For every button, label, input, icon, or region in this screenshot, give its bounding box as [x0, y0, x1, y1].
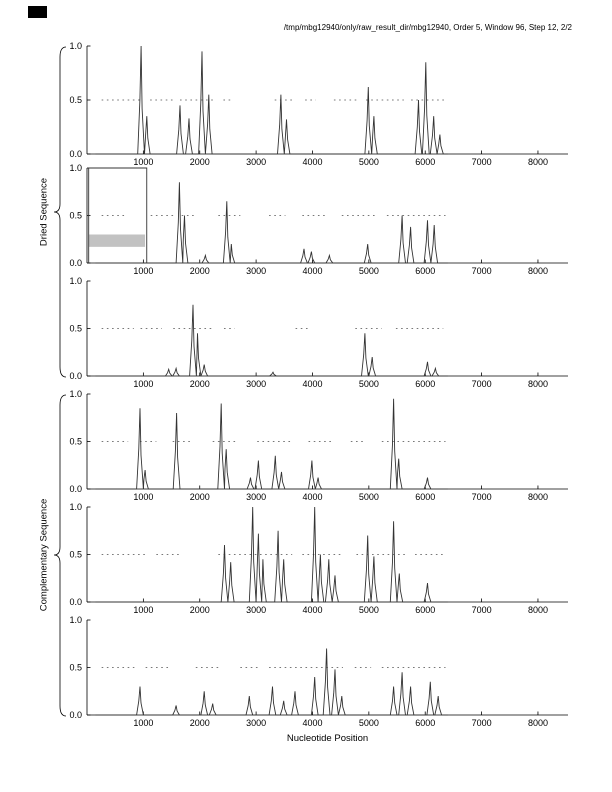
y-tick-label: 0.5 [69, 663, 82, 673]
x-tick-label: 8000 [528, 492, 548, 502]
x-tick-label: 4000 [302, 492, 322, 502]
x-tick-label: 2000 [190, 492, 210, 502]
subplot-complementary-1: 1000 2000 3000 4000 5000 6000 7000 8000 0.0 0.5 1.… [69, 389, 568, 502]
x-tick-label: 4000 [302, 266, 322, 276]
x-tick-label: 7000 [472, 492, 492, 502]
y-tick-label: 0.0 [69, 149, 82, 159]
signal-line [95, 506, 448, 603]
y-tick-label: 1.0 [69, 163, 82, 173]
x-tick-label: 6000 [415, 605, 435, 615]
x-tick-label: 7000 [472, 605, 492, 615]
x-tick-label: 2000 [190, 266, 210, 276]
subplot-complementary-2: 1000 2000 3000 4000 5000 6000 7000 8000 0.0 0.5 1.… [69, 502, 568, 615]
x-tick-label: 8000 [528, 157, 548, 167]
x-tick-label: 6000 [415, 266, 435, 276]
x-tick-label: 3000 [246, 266, 266, 276]
window-gray-bar [88, 234, 146, 247]
subplot-dried-1: 1000 2000 3000 4000 5000 6000 7000 8000 0.0 0.5 1.… [69, 41, 568, 167]
x-tick-label: 5000 [359, 266, 379, 276]
x-tick-label: 7000 [472, 379, 492, 389]
subplot-dried-2: 1000 2000 3000 4000 5000 6000 7000 8000 0.0 0.5 1.… [69, 163, 568, 276]
x-tick-label: 1000 [133, 157, 153, 167]
x-tick-label: 8000 [528, 605, 548, 615]
x-tick-label: 1000 [133, 718, 153, 728]
x-tick-label: 4000 [302, 379, 322, 389]
signal-line [95, 304, 448, 377]
y-tick-label: 0.0 [69, 258, 82, 268]
x-tick-label: 5000 [359, 718, 379, 728]
x-tick-label: 1000 [133, 605, 153, 615]
x-tick-label: 3000 [246, 157, 266, 167]
y-tick-label: 0.5 [69, 95, 82, 105]
y-tick-label: 0.0 [69, 484, 82, 494]
x-tick-label: 7000 [472, 157, 492, 167]
y-tick-label: 0.5 [69, 324, 82, 334]
x-tick-label: 5000 [359, 605, 379, 615]
y-tick-label: 0.5 [69, 437, 82, 447]
x-tick-label: 3000 [246, 718, 266, 728]
corner-mark [28, 6, 47, 18]
x-tick-label: 5000 [359, 157, 379, 167]
x-tick-label: 2000 [190, 605, 210, 615]
x-tick-label: 4000 [302, 605, 322, 615]
y-tick-label: 1.0 [69, 615, 82, 625]
y-tick-label: 1.0 [69, 389, 82, 399]
x-tick-label: 1000 [133, 492, 153, 502]
window-outline [88, 167, 148, 263]
x-tick-label: 3000 [246, 605, 266, 615]
y-tick-label: 0.0 [69, 710, 82, 720]
subplot-dried-3: 1000 2000 3000 4000 5000 6000 7000 8000 0.0 0.5 1.… [69, 276, 568, 389]
x-tick-label: 7000 [472, 266, 492, 276]
y-tick-label: 1.0 [69, 41, 82, 51]
x-tick-label: 1000 [133, 379, 153, 389]
y-tick-label: 1.0 [69, 502, 82, 512]
subplot-complementary-3: 1000 2000 3000 4000 5000 6000 7000 8000 0.0 0.5 1.… [69, 615, 568, 728]
x-tick-label: 2000 [190, 379, 210, 389]
x-tick-label: 7000 [472, 718, 492, 728]
x-tick-label: 5000 [359, 379, 379, 389]
x-tick-label: 5000 [359, 492, 379, 502]
x-tick-label: 3000 [246, 379, 266, 389]
x-axis-label: Nucleotide Position [286, 733, 369, 744]
x-tick-label: 8000 [528, 379, 548, 389]
x-tick-label: 6000 [415, 157, 435, 167]
y-tick-label: 1.0 [69, 276, 82, 286]
y-tick-label: 0.0 [69, 597, 82, 607]
x-tick-label: 8000 [528, 266, 548, 276]
x-tick-label: 1000 [133, 266, 153, 276]
x-tick-label: 4000 [302, 718, 322, 728]
signal-line [95, 182, 448, 264]
figure-title: /tmp/mbg12940/only/raw_result_dir/mbg129… [283, 23, 572, 32]
x-tick-label: 2000 [190, 718, 210, 728]
y-tick-label: 0.5 [69, 211, 82, 221]
signal-line [95, 45, 448, 155]
x-tick-label: 2000 [190, 157, 210, 167]
x-tick-label: 6000 [415, 718, 435, 728]
x-tick-label: 8000 [528, 718, 548, 728]
signal-line [95, 398, 448, 490]
signal-line [95, 648, 448, 716]
x-tick-label: 6000 [415, 492, 435, 502]
x-tick-label: 3000 [246, 492, 266, 502]
x-tick-label: 4000 [302, 157, 322, 167]
x-tick-label: 6000 [415, 379, 435, 389]
y-tick-label: 0.5 [69, 550, 82, 560]
y-tick-label: 0.0 [69, 371, 82, 381]
